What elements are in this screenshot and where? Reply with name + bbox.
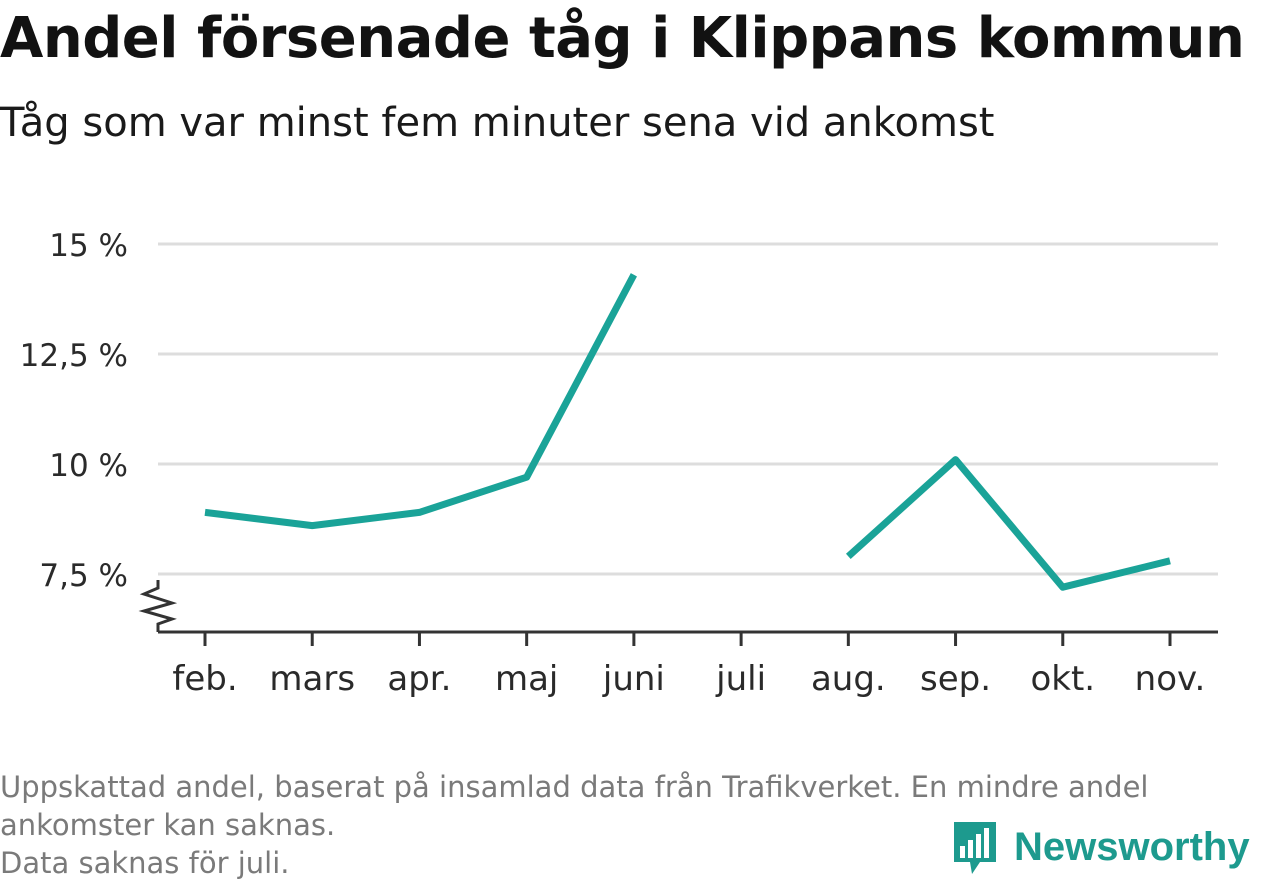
footnote-line-3: Data saknas för juli.	[0, 846, 290, 880]
series-line-segment	[845, 456, 1171, 591]
x-tick-label: mars	[269, 659, 355, 699]
axis-break-mark	[138, 580, 178, 632]
y-axis-tick-labels: 7,5 % 10 % 12,5 % 15 %	[20, 228, 128, 594]
newsworthy-logo-icon	[954, 822, 996, 874]
footnote: Uppskattad andel, baserat på insamlad da…	[0, 768, 1250, 882]
x-tick-label: aug.	[811, 659, 886, 699]
chart-subtitle: Tåg som var minst fem minuter sena vid a…	[0, 100, 995, 146]
x-tick-label: juli	[715, 659, 766, 699]
x-tick-label: sep.	[920, 659, 991, 699]
y-tick-label: 12,5 %	[20, 338, 128, 374]
x-tick-label: juni	[602, 659, 665, 699]
brand-name: Newsworthy	[1014, 824, 1250, 869]
y-tick-label: 10 %	[49, 448, 128, 484]
y-tick-label: 7,5 %	[39, 558, 128, 594]
grid-lines	[158, 242, 1218, 576]
chart-title: Andel försenade tåg i Klippans kommun	[0, 6, 1245, 71]
x-tick-label: maj	[495, 659, 558, 699]
data-series	[204, 273, 1171, 591]
x-tick-label: okt.	[1030, 659, 1095, 699]
brand-logo: Newsworthy	[950, 818, 1250, 876]
series-line-segment	[204, 273, 637, 530]
x-axis: feb. mars apr. maj juni juli aug. sep. okt. nov.	[138, 580, 1218, 699]
x-tick-label: nov.	[1135, 659, 1206, 699]
footnote-line-1: Uppskattad andel, baserat på insamlad da…	[0, 770, 1149, 804]
x-tick-label: feb.	[172, 659, 237, 699]
y-tick-label: 15 %	[49, 228, 128, 264]
x-tick-label: apr.	[387, 659, 451, 699]
line-chart: 7,5 % 10 % 12,5 % 15 % feb. mars apr. maj juni j…	[20, 228, 1218, 699]
footnote-line-2: ankomster kan saknas.	[0, 808, 336, 842]
